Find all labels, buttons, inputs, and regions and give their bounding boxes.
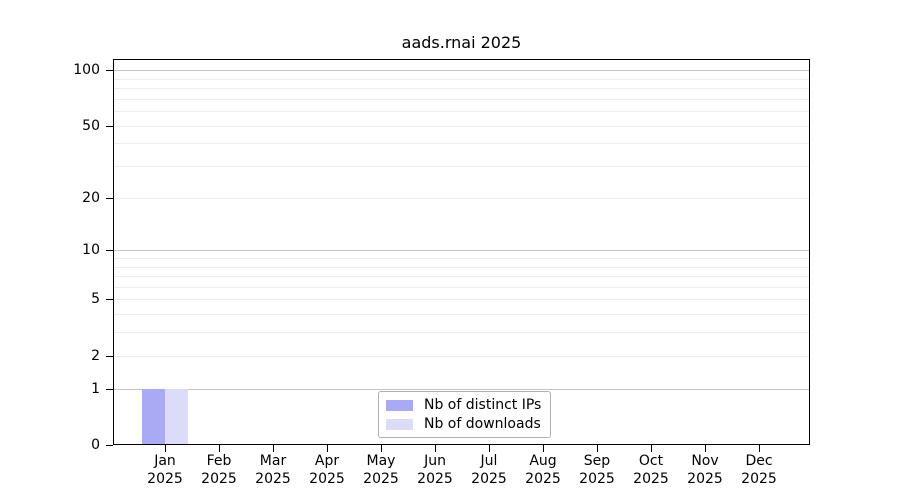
legend: Nb of distinct IPs Nb of downloads [378,391,552,438]
x-axis-tick-label: Apr 2025 [295,452,359,488]
x-tick-year: 2025 [525,471,561,487]
y-axis-tick-mark [106,250,113,252]
x-axis-tick-label: Aug 2025 [511,452,575,488]
y-axis-tick-mark [106,70,113,71]
x-axis-tick-mark [705,445,706,452]
x-tick-month: May [366,453,396,469]
x-axis-tick-mark [219,445,220,452]
x-tick-year: 2025 [255,471,291,487]
minor-gridline [114,166,809,167]
x-axis-tick-mark [327,445,328,452]
x-axis-tick-mark [651,445,652,452]
legend-swatch [386,418,413,430]
legend-item: Nb of distinct IPs [386,397,541,413]
legend-swatch [386,399,413,411]
legend-label: Nb of downloads [424,416,541,432]
bar-downloads [165,388,188,445]
minor-gridline [114,125,809,127]
minor-gridline [114,197,809,199]
minor-gridline [114,143,809,145]
x-axis-tick-mark [489,445,490,452]
major-gridline [114,250,809,252]
y-axis-tick-mark [106,299,113,301]
y-axis-tick-label: 20 [82,189,100,206]
x-tick-year: 2025 [471,471,507,487]
x-tick-year: 2025 [633,471,669,487]
x-axis-tick-mark [759,445,760,452]
bar-distinct-ips [142,388,165,445]
x-tick-month: Jan [154,453,176,469]
x-tick-month: Nov [691,453,719,469]
x-tick-year: 2025 [741,471,777,487]
minor-gridline [114,286,809,288]
x-tick-year: 2025 [579,471,615,487]
minor-gridline [114,266,809,268]
x-axis-tick-mark [381,445,382,452]
x-axis-tick-label: Oct 2025 [619,452,683,488]
x-axis-tick-mark [165,445,166,452]
x-tick-year: 2025 [417,471,453,487]
y-axis-tick-label: 10 [82,242,100,259]
minor-gridline [114,276,809,277]
x-axis-tick-label: Sep 2025 [565,452,629,488]
y-axis-tick-mark [106,445,113,446]
legend-item: Nb of downloads [386,416,541,432]
x-tick-year: 2025 [147,471,183,487]
minor-gridline [114,355,809,357]
x-axis-tick-label: Jul 2025 [457,452,521,488]
major-gridline [114,388,809,390]
x-axis-tick-mark [543,445,544,452]
x-axis-tick-label: Jan 2025 [133,452,197,488]
x-tick-month: Jun [424,453,446,469]
x-axis-tick-mark [597,445,598,452]
x-tick-month: Mar [259,453,287,469]
minor-gridline [114,111,809,112]
x-axis-tick-label: Feb 2025 [187,452,251,488]
x-tick-month: Sep [583,453,611,469]
y-axis-tick-label: 2 [91,347,100,364]
minor-gridline [114,98,809,100]
minor-gridline [114,314,809,316]
x-axis-tick-label: Nov 2025 [673,452,737,488]
legend-label: Nb of distinct IPs [424,397,542,413]
x-tick-year: 2025 [201,471,237,487]
x-tick-month: Dec [745,453,773,469]
y-axis-tick-label: 50 [82,117,100,134]
x-tick-month: Jul [480,453,498,469]
x-tick-month: Feb [206,453,232,469]
major-gridline [114,70,809,71]
y-axis-tick-mark [106,125,113,127]
y-axis-tick-mark [106,355,113,357]
minor-gridline [114,78,809,80]
y-axis-tick-mark [106,197,113,199]
x-tick-year: 2025 [309,471,345,487]
x-axis-tick-mark [435,445,436,452]
minor-gridline [114,299,809,301]
y-axis-tick-mark [106,388,113,390]
chart-title: aads.rnai 2025 [401,33,522,52]
x-tick-year: 2025 [687,471,723,487]
minor-gridline [114,87,809,89]
x-axis-tick-label: Jun 2025 [403,452,467,488]
y-axis-tick-label: 100 [73,62,100,78]
x-axis-tick-mark [273,445,274,452]
y-axis-tick-label: 1 [91,380,100,397]
y-axis-tick-label: 5 [91,291,100,308]
x-axis-tick-label: Dec 2025 [727,452,791,488]
x-tick-month: Oct [638,453,664,469]
minor-gridline [114,257,809,259]
x-tick-year: 2025 [363,471,399,487]
minor-gridline [114,332,809,334]
y-axis-tick-label: 0 [91,437,100,453]
x-tick-month: Apr [314,453,340,469]
x-axis-tick-label: May 2025 [349,452,413,488]
x-axis-tick-label: Mar 2025 [241,452,305,488]
x-tick-month: Aug [529,453,557,469]
